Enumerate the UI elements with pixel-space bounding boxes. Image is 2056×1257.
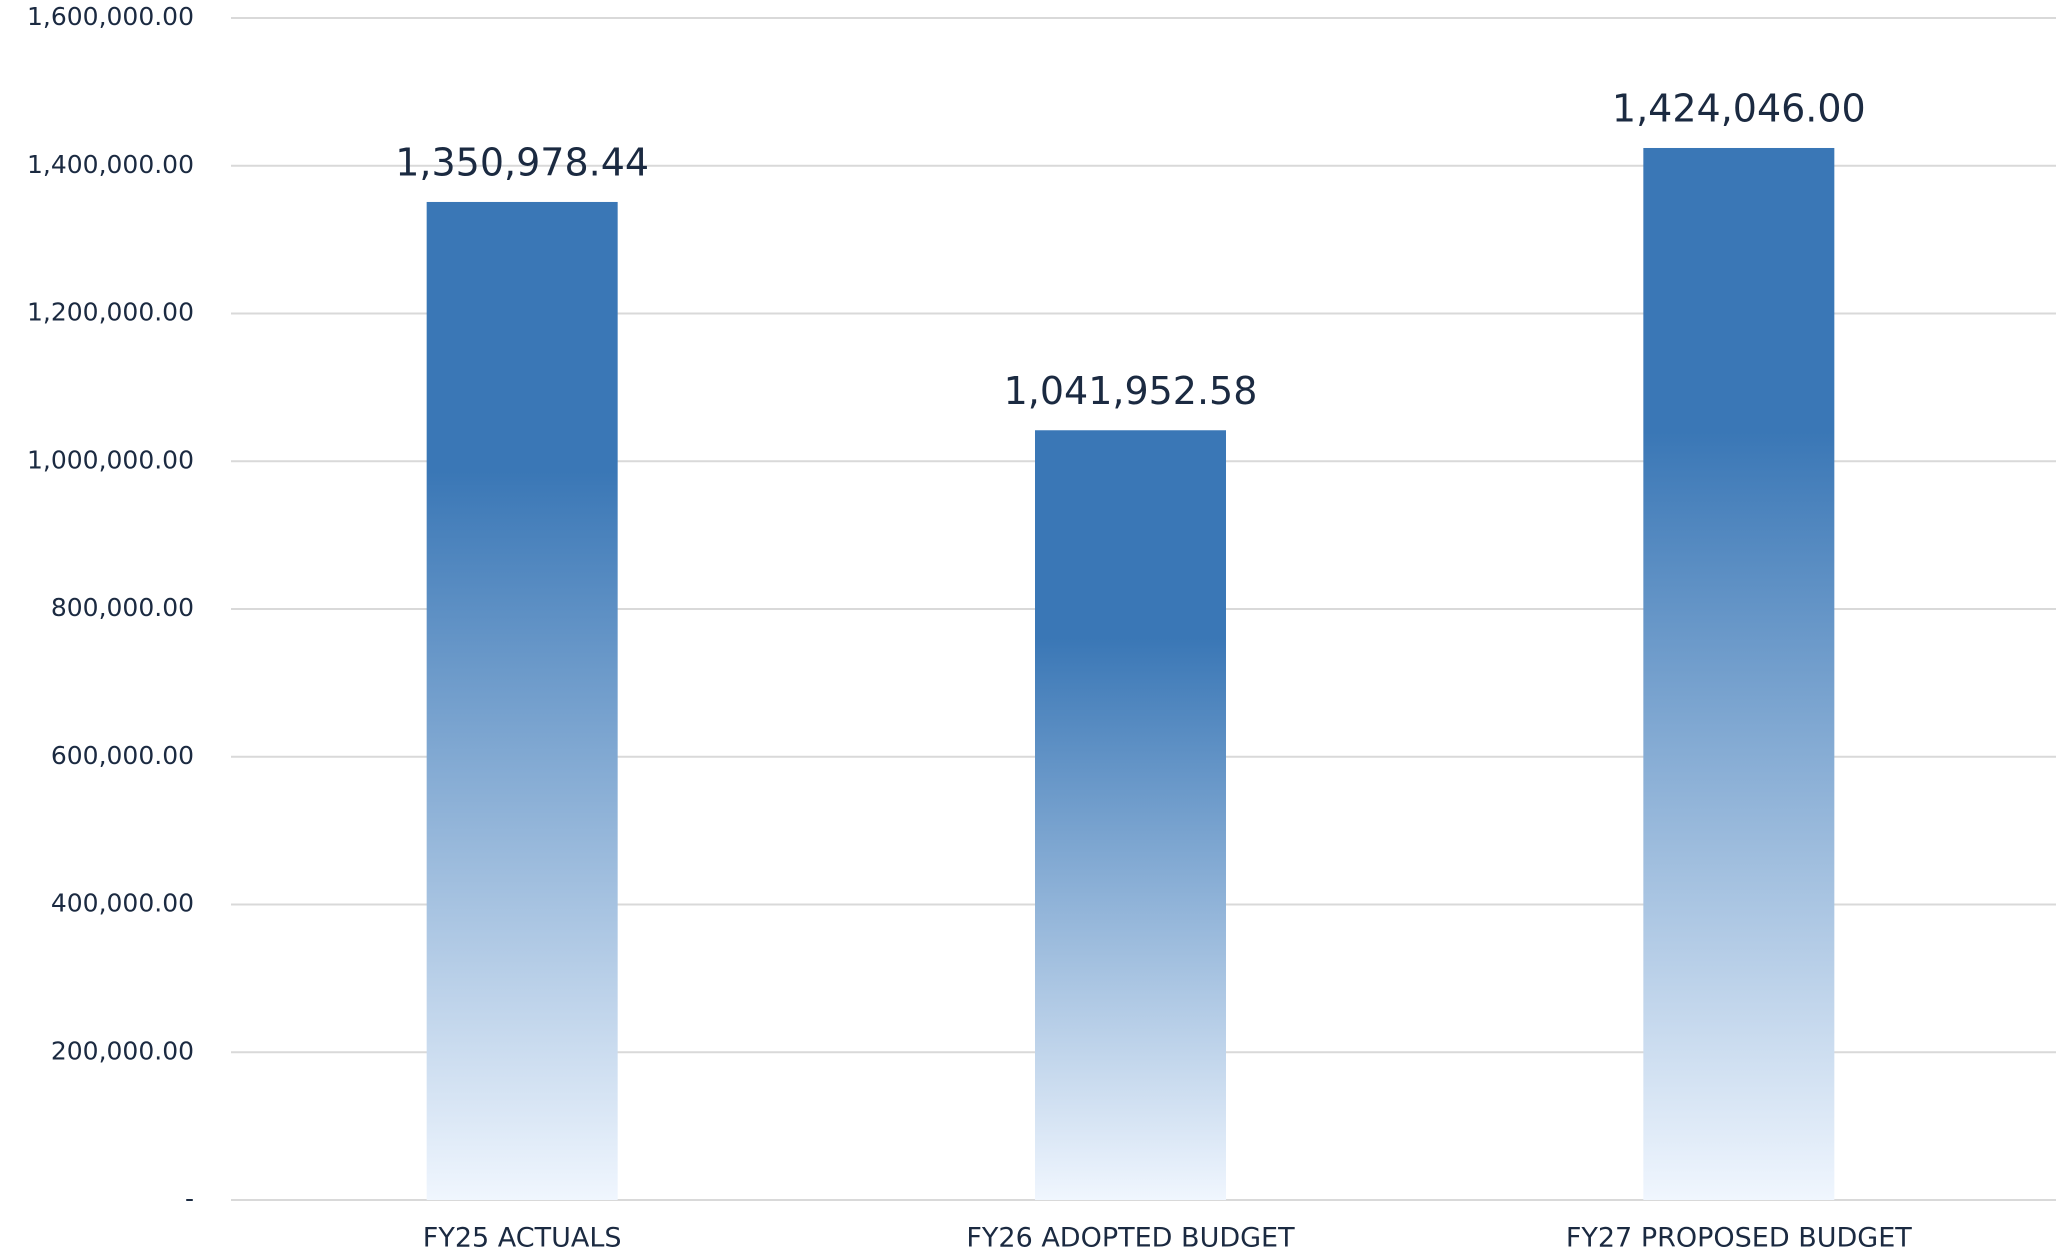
value-label: 1,350,978.44: [395, 140, 649, 184]
y-tick-label: 800,000.00: [51, 593, 194, 622]
y-tick-label: 1,600,000.00: [27, 2, 194, 31]
y-tick-label: 400,000.00: [51, 889, 194, 918]
bar: [426, 201, 618, 1201]
x-tick-label: FY26 ADOPTED BUDGET: [966, 1223, 1295, 1254]
value-label: 1,041,952.58: [1004, 369, 1258, 413]
bar: [1643, 147, 1835, 1200]
y-tick-label: 600,000.00: [51, 741, 194, 770]
y-tick-label: -: [185, 1184, 194, 1213]
y-tick-label: 1,000,000.00: [27, 445, 194, 474]
y-tick-label: 200,000.00: [51, 1036, 194, 1065]
value-label: 1,424,046.00: [1612, 86, 1866, 130]
x-tick-label: FY25 ACTUALS: [423, 1223, 622, 1254]
y-tick-label: 1,200,000.00: [27, 298, 194, 327]
y-tick-label: 1,400,000.00: [27, 150, 194, 179]
x-tick-label: FY27 PROPOSED BUDGET: [1566, 1223, 1912, 1254]
bar: [1035, 430, 1226, 1200]
